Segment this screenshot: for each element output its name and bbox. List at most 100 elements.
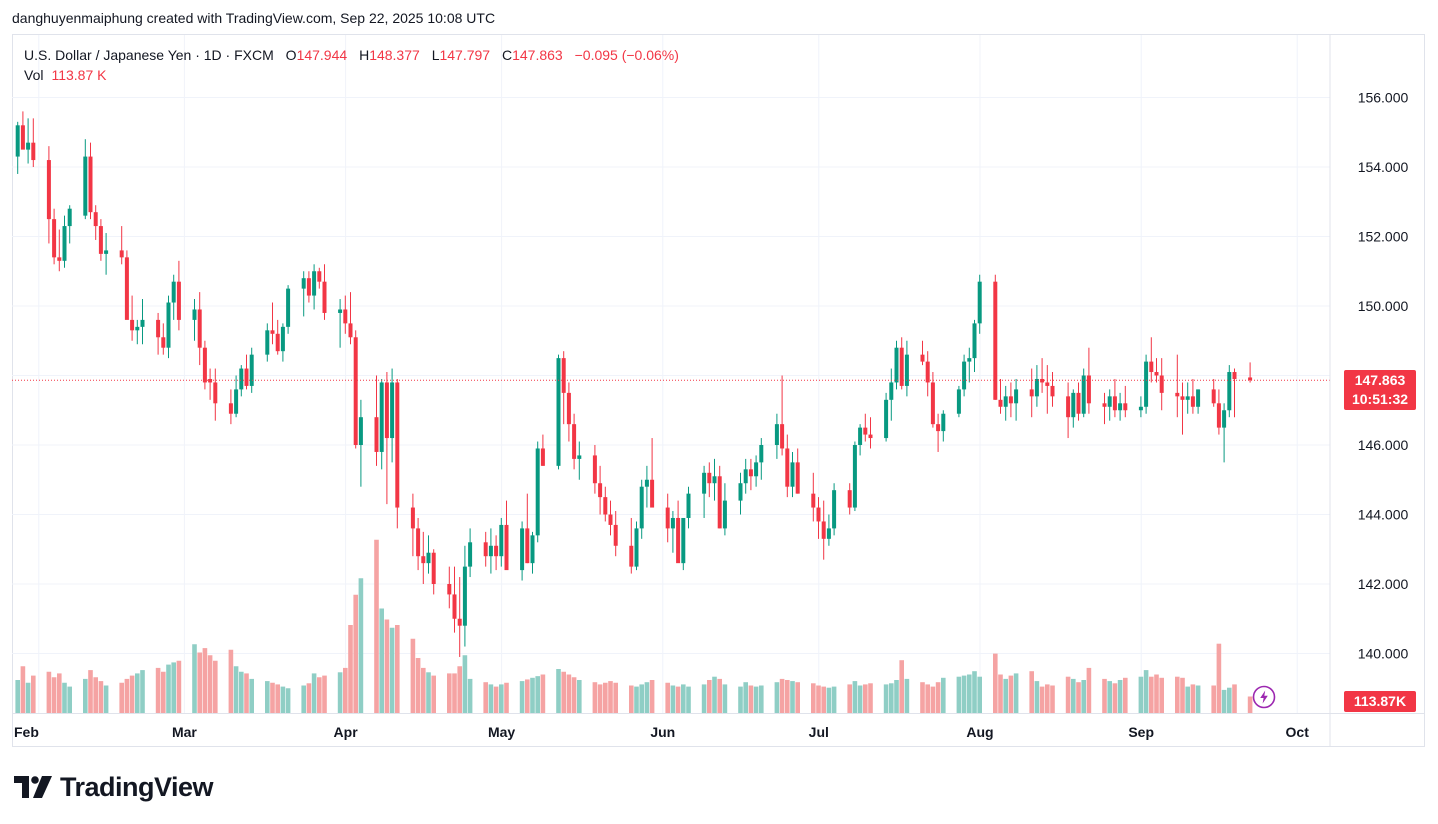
candle-body (1123, 403, 1128, 411)
tradingview-brand[interactable]: TradingView (14, 771, 214, 802)
candle-body (88, 156, 93, 213)
candle-body (447, 584, 452, 595)
candle-body (670, 517, 675, 529)
candle-body (826, 528, 831, 539)
volume-bar (525, 679, 530, 713)
volume-bar (675, 686, 681, 713)
candle-body (301, 278, 306, 289)
candle-body (686, 493, 691, 518)
candle-body (249, 354, 254, 386)
volume-bar (956, 676, 962, 713)
candle-body (707, 472, 712, 484)
volume-bar (556, 669, 561, 713)
volume-bar (863, 684, 868, 713)
volume-bar (790, 681, 795, 713)
candle-body (572, 424, 577, 459)
candle-body (993, 281, 998, 400)
candle-body (962, 361, 967, 390)
change-value: −0.095 (−0.06%) (574, 47, 679, 63)
candle-body (1034, 378, 1039, 397)
candle-body (795, 462, 800, 494)
lightning-icon[interactable] (1252, 685, 1276, 709)
volume-bar (270, 682, 275, 713)
volume-bar (993, 653, 998, 713)
volume-bar (410, 638, 416, 713)
candle-body (1248, 377, 1253, 381)
volume-bar (135, 673, 140, 713)
volume-bar (748, 685, 754, 713)
candle-body (603, 497, 608, 515)
volume-bar (592, 682, 598, 713)
volume-bar (285, 688, 291, 713)
volume-row: Vol 113.87 K (24, 65, 679, 85)
candle-body (457, 618, 462, 626)
volume-bar (301, 685, 306, 713)
volume-bar (665, 682, 670, 713)
volume-bar (1232, 684, 1237, 713)
volume-bar (535, 676, 540, 713)
candle-body (1107, 396, 1112, 407)
candle-body (234, 389, 239, 414)
volume-bar (779, 678, 785, 713)
volume-bar (233, 666, 239, 713)
volume-bar (1013, 673, 1019, 713)
price-tick-label: 150.000 (1358, 298, 1409, 314)
volume-bar (894, 680, 899, 713)
volume-bar (306, 683, 312, 713)
candle-body (156, 319, 161, 338)
volume-bar (389, 627, 395, 713)
price-tick-label: 146.000 (1358, 437, 1409, 453)
candle-body (1071, 392, 1076, 418)
volume-bar (488, 684, 494, 713)
last-price: 147.863 (1354, 372, 1406, 388)
volume-bar (816, 685, 821, 713)
volume-value: 113.87 K (51, 67, 107, 83)
volume-bar (941, 677, 946, 713)
volume-bar (759, 685, 764, 713)
candle-body (275, 333, 280, 352)
volume-bar (1029, 671, 1034, 713)
candle-body (135, 326, 140, 331)
volume-bar (1123, 677, 1128, 713)
candle-body (348, 323, 353, 338)
volume-bar (925, 684, 930, 713)
candle-body (213, 382, 218, 404)
candle-body (759, 445, 764, 463)
candle-body (374, 417, 379, 452)
candle-body (1076, 392, 1081, 414)
candle-body (608, 514, 613, 525)
candle-body (358, 417, 363, 445)
volume-bar (847, 684, 852, 713)
volume-bar (977, 676, 982, 713)
volume-bar (831, 686, 837, 713)
candle-body (197, 309, 202, 348)
volume-bar (561, 671, 566, 713)
volume-bar (603, 682, 608, 713)
volume-bar (358, 578, 364, 713)
candle-body (488, 545, 493, 557)
volume-bar (46, 671, 52, 713)
candle-body (161, 337, 166, 348)
volume-bar (629, 685, 634, 713)
volume-bar (343, 667, 348, 713)
candle-body (821, 521, 826, 539)
candle-body (426, 552, 431, 564)
volume-bar (353, 594, 358, 713)
candle-body (832, 490, 837, 529)
volume-bar (31, 675, 36, 713)
candle-body (119, 250, 124, 258)
brand-name: TradingView (60, 771, 214, 802)
volume-bar (712, 676, 717, 713)
candle-body (483, 542, 488, 557)
volume-bar (1159, 677, 1164, 713)
price-axis: 156.000154.000152.000150.000148.000146.0… (12, 35, 1425, 747)
volume-bar (743, 682, 748, 713)
last-price-tag: 147.863 10:51:32 (1344, 370, 1416, 410)
volume-bar (566, 674, 572, 713)
volume-bar (317, 677, 322, 713)
candle-body (525, 528, 530, 564)
volume-bar (1008, 675, 1014, 713)
volume-bar (415, 658, 421, 713)
candle-body (1081, 375, 1086, 414)
